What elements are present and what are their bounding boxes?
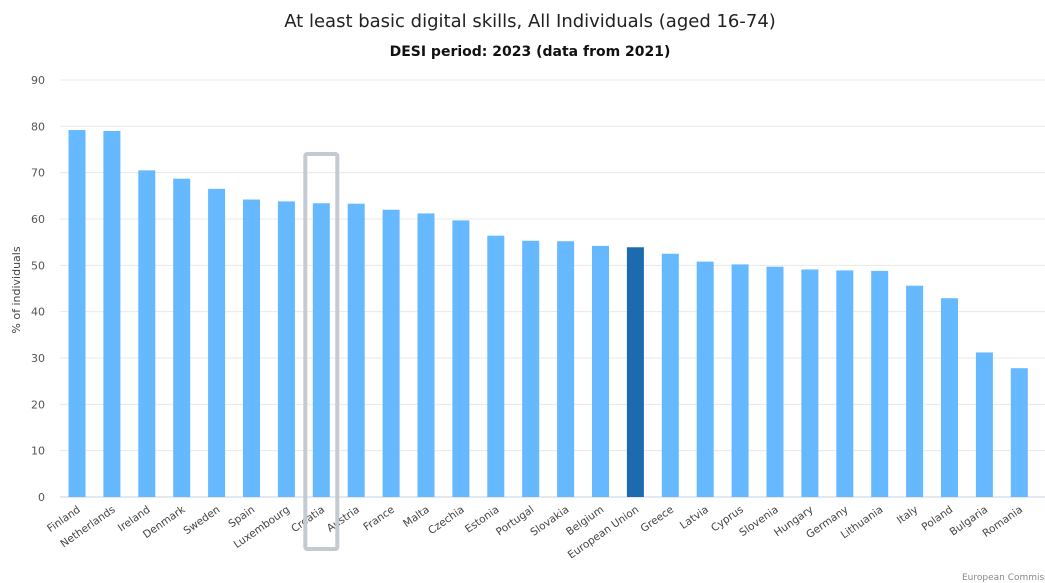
- y-axis-ticks: 0 10 20 30 40 50 60 70 80 90: [31, 74, 45, 504]
- bar-spain[interactable]: [243, 199, 260, 498]
- bar-slovenia[interactable]: [766, 266, 784, 497]
- bar-greece[interactable]: [661, 253, 679, 497]
- y-tick-label: 40: [31, 306, 45, 319]
- x-tick-label: Latvia: [678, 504, 711, 532]
- bar-romania[interactable]: [1010, 368, 1028, 497]
- bars: [68, 130, 1028, 498]
- x-tick-label: Austria: [325, 504, 362, 535]
- y-tick-label: 60: [31, 213, 45, 226]
- y-tick-label: 30: [31, 352, 45, 365]
- gridlines: [60, 79, 1045, 498]
- bar-malta[interactable]: [417, 213, 435, 497]
- bar-france[interactable]: [382, 209, 400, 497]
- x-tick-label: Italy: [895, 504, 921, 527]
- bar-hungary[interactable]: [801, 269, 819, 497]
- bar-italy[interactable]: [906, 285, 924, 497]
- bar-estonia[interactable]: [487, 235, 505, 497]
- y-tick-label: 80: [31, 120, 45, 133]
- bar-denmark[interactable]: [173, 178, 191, 497]
- y-tick-label: 70: [31, 167, 45, 180]
- y-axis-label: % of individuals: [10, 246, 23, 333]
- bar-croatia[interactable]: [312, 203, 330, 497]
- bar-poland[interactable]: [941, 298, 958, 497]
- bar-luxembourg[interactable]: [277, 201, 295, 498]
- bar-lithuania[interactable]: [871, 270, 889, 497]
- bar-ireland[interactable]: [138, 170, 156, 497]
- y-tick-label: 20: [31, 398, 45, 411]
- bar-slovakia[interactable]: [557, 241, 575, 497]
- x-tick-label: Croatia: [289, 504, 327, 535]
- bar-cyprus[interactable]: [731, 264, 749, 497]
- x-tick-label: Romania: [981, 504, 1025, 540]
- bar-sweden[interactable]: [208, 188, 226, 497]
- selected-category-highlight[interactable]: [303, 152, 340, 551]
- x-tick-label: Greece: [639, 504, 677, 535]
- bar-bulgaria[interactable]: [975, 352, 993, 497]
- x-tick-label: Slovakia: [528, 504, 571, 539]
- bar-netherlands[interactable]: [103, 130, 121, 497]
- bar-czechia[interactable]: [452, 220, 470, 497]
- credit-text[interactable]: European Commiss: [962, 573, 1045, 583]
- bar-latvia[interactable]: [696, 261, 714, 497]
- x-tick-label: Czechia: [426, 504, 467, 537]
- bar-germany[interactable]: [836, 270, 854, 497]
- bar-finland[interactable]: [68, 130, 86, 498]
- y-tick-label: 10: [31, 445, 45, 458]
- x-tick-label: France: [361, 504, 396, 534]
- bar-portugal[interactable]: [522, 240, 540, 497]
- chart-subtitle: DESI period: 2023 (data from 2021): [390, 44, 671, 60]
- x-tick-label: Portugal: [494, 504, 537, 539]
- y-tick-label: 90: [31, 74, 45, 87]
- chart-title: At least basic digital skills, All Indiv…: [284, 11, 776, 32]
- bar-austria[interactable]: [347, 203, 365, 497]
- x-tick-label: Sweden: [181, 504, 222, 538]
- bar-european-union[interactable]: [626, 247, 644, 497]
- y-tick-label: 0: [38, 491, 45, 504]
- y-tick-label: 50: [31, 259, 45, 272]
- bar-belgium[interactable]: [592, 245, 609, 497]
